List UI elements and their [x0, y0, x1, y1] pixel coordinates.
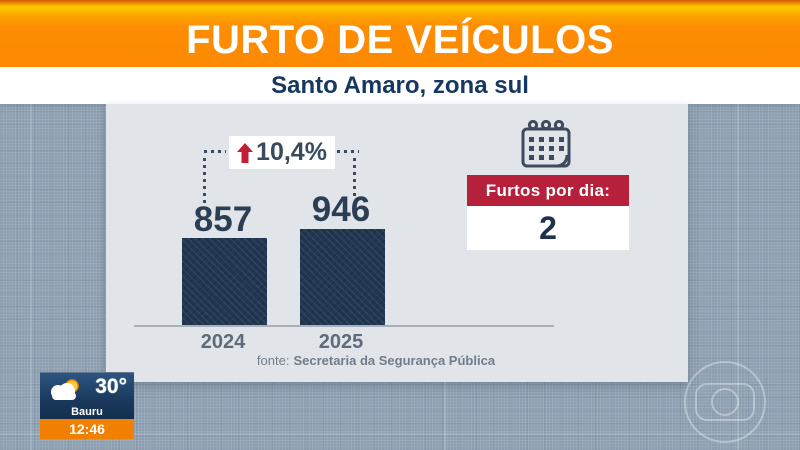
background-line: [737, 0, 739, 450]
page-title: FURTO DE VEÍCULOS: [186, 18, 614, 62]
background-line: [0, 433, 800, 435]
change-badge: 10,4%: [229, 136, 335, 169]
clock-time: 12:46: [40, 419, 134, 439]
connector-dots: [204, 150, 226, 153]
weather-widget: 30° Bauru: [40, 372, 134, 420]
stat-value: 2: [467, 206, 629, 250]
subtitle-band: Santo Amaro, zona sul: [0, 67, 800, 104]
chart-card: 10,4% 857 946 2024 2025 fonte: Secretaria…: [106, 104, 688, 382]
background-line: [30, 0, 32, 450]
change-value: 10,4%: [256, 138, 327, 166]
globo-logo: [684, 361, 766, 443]
bar-2024: [182, 238, 267, 325]
up-arrow-icon: [237, 142, 254, 163]
axis-line: [134, 325, 554, 327]
page-subtitle: Santo Amaro, zona sul: [271, 71, 529, 99]
bar-value-label: 946: [311, 190, 371, 229]
temperature: 30°: [95, 375, 127, 398]
connector-dots: [203, 158, 206, 203]
bar-2025: [300, 229, 385, 325]
sun-cloud-icon: [51, 379, 79, 400]
source-name: Secretaria da Segurança Pública: [293, 353, 496, 368]
bar-value-label: 857: [193, 200, 253, 239]
title-banner: FURTO DE VEÍCULOS: [0, 0, 800, 67]
connector-dots: [337, 150, 359, 153]
source-note: fonte: Secretaria da Segurança Pública: [196, 354, 556, 367]
source-prefix: fonte:: [256, 353, 290, 368]
calendar-icon: [521, 119, 571, 168]
year-label: 2025: [318, 331, 364, 353]
stat-label: Furtos por dia:: [467, 175, 629, 206]
city-label: Bauru: [71, 406, 103, 418]
year-label: 2024: [200, 331, 246, 353]
connector-dots: [353, 158, 356, 196]
